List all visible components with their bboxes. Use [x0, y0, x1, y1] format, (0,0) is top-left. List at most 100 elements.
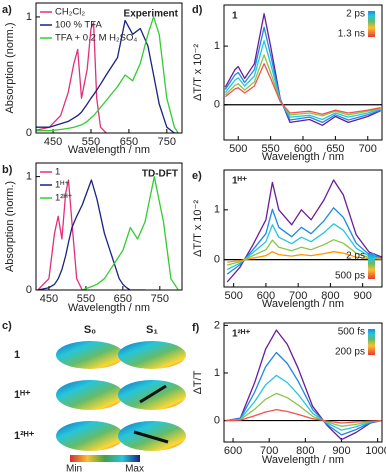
series-line: [37, 179, 145, 290]
panel-label: a): [2, 4, 12, 16]
x-tick-label: 900: [332, 445, 350, 457]
x-tick-label: 650: [326, 143, 344, 155]
legend-label: CH₂Cl₂: [55, 7, 85, 18]
series-line: [225, 408, 382, 424]
y-tick-label: 1: [214, 204, 220, 216]
column-label: S₁: [146, 324, 158, 336]
arrow: [139, 384, 167, 404]
x-axis-label: Wavelength / nm: [262, 298, 344, 310]
y-tick-label: 2: [214, 319, 220, 331]
surface: [56, 341, 124, 369]
chart: b) 450 550 650 750 0 1 Wavelength / nm Absorptio…: [2, 162, 183, 314]
surface: [56, 421, 124, 451]
molecule-surfaces: [56, 341, 186, 451]
plot-frame: [223, 169, 383, 288]
y-axis-label: Absorption (norm.): [4, 181, 16, 272]
row-label: 1ᴴ⁺: [14, 389, 31, 401]
y-tick-label: 0: [214, 99, 220, 111]
legend-label: 500 ps: [335, 271, 365, 282]
x-tick-label: 550: [261, 143, 279, 155]
y-axis-label: Absorption (norm.): [4, 22, 16, 113]
y-tick-label: 1: [26, 11, 32, 23]
series-line: [37, 179, 83, 290]
y-tick-label: 1: [214, 40, 220, 52]
x-tick-label: 500: [229, 143, 247, 155]
x-axis-label: Wavelength / nm: [262, 454, 344, 466]
arrow: [133, 430, 169, 444]
x-tick-label: 600: [257, 290, 275, 302]
panel-label: d): [192, 4, 203, 16]
column-label: S₀: [84, 324, 96, 336]
x-tick-label: 600: [224, 445, 242, 457]
scale-bar: [70, 455, 140, 462]
y-axis-label: ΔT/T x 10⁻²: [192, 200, 204, 257]
series-line: [36, 22, 107, 133]
x-tick-label: 700: [260, 445, 278, 457]
series-line: [225, 351, 382, 436]
series-line: [225, 374, 382, 431]
legend-label: 1.3 ns: [338, 29, 365, 40]
legend-label: 2 ps: [346, 251, 365, 262]
x-tick-label: 750: [158, 136, 176, 148]
series-line: [226, 179, 382, 283]
chart-title: TD-DFT: [142, 169, 178, 180]
x-tick-label: 650: [120, 136, 138, 148]
series-line: [226, 223, 382, 271]
series-line: [227, 251, 382, 263]
series-line: [36, 16, 179, 133]
plot-frame: [223, 4, 383, 141]
x-axis-label: Wavelength / nm: [68, 144, 150, 156]
y-tick-label: 1: [26, 171, 32, 183]
legend-colorbar: [368, 253, 375, 279]
panel-label: b): [2, 164, 13, 176]
chart-title: 1: [232, 11, 238, 22]
x-axis-label: Wavelength / nm: [262, 151, 344, 163]
x-tick-label: 700: [359, 143, 377, 155]
x-tick-label: 450: [44, 136, 62, 148]
x-tick-label: 550: [77, 293, 95, 305]
legend-label: 200 ps: [335, 347, 365, 358]
row-label: 1²ᴴ⁺: [14, 430, 35, 442]
series-line: [224, 54, 381, 117]
row-label: 1: [14, 349, 20, 361]
legend-label: 1ᴴ⁺: [55, 180, 69, 191]
surface: [118, 341, 186, 369]
chart: e) 500 600 700 800 900 0 1 Wavelength / nm ΔT/T x…: [192, 169, 383, 310]
legend-label: TFA + 0.2 M H₂SO₄: [55, 33, 137, 44]
legend-label: 100 % TFA: [55, 20, 102, 31]
panel-label: f): [192, 322, 200, 334]
legend-colorbar: [368, 11, 375, 37]
series-line: [224, 26, 381, 124]
panel-label: c): [2, 320, 12, 332]
series-line: [225, 329, 382, 441]
series-line: [225, 392, 382, 427]
plot-frame: [35, 162, 183, 291]
chart-title: 1²ᴴ⁺: [232, 329, 251, 340]
y-tick-label: 1: [214, 367, 220, 379]
x-tick-label: 600: [294, 143, 312, 155]
x-tick-label: 800: [321, 290, 339, 302]
y-tick-label: 0: [214, 414, 220, 426]
panel-label: e): [192, 170, 202, 182]
chart-title: Experiment: [124, 9, 179, 20]
x-tick-label: 900: [353, 290, 371, 302]
legend-colorbar: [368, 329, 375, 355]
x-tick-label: 700: [289, 290, 307, 302]
y-tick-label: 0: [214, 254, 220, 266]
y-tick-label: 0: [26, 284, 32, 296]
surface: [56, 380, 124, 410]
legend-label: 1: [55, 167, 60, 178]
series-line: [226, 207, 382, 275]
y-axis-label: ΔT/T: [192, 370, 204, 394]
panel-c: c) S₀ S₁ 1 1ᴴ⁺ 1²ᴴ⁺ Min Max: [2, 320, 186, 475]
plot-frame: [35, 2, 183, 134]
x-tick-label: 550: [82, 136, 100, 148]
series-line: [224, 63, 381, 115]
y-axis-label: ΔT/T x 10⁻²: [192, 44, 204, 101]
x-axis-label: Wavelength / nm: [68, 302, 150, 314]
series-line: [36, 19, 179, 133]
x-tick-label: 650: [114, 293, 132, 305]
y-tick-label: 0: [26, 127, 32, 139]
